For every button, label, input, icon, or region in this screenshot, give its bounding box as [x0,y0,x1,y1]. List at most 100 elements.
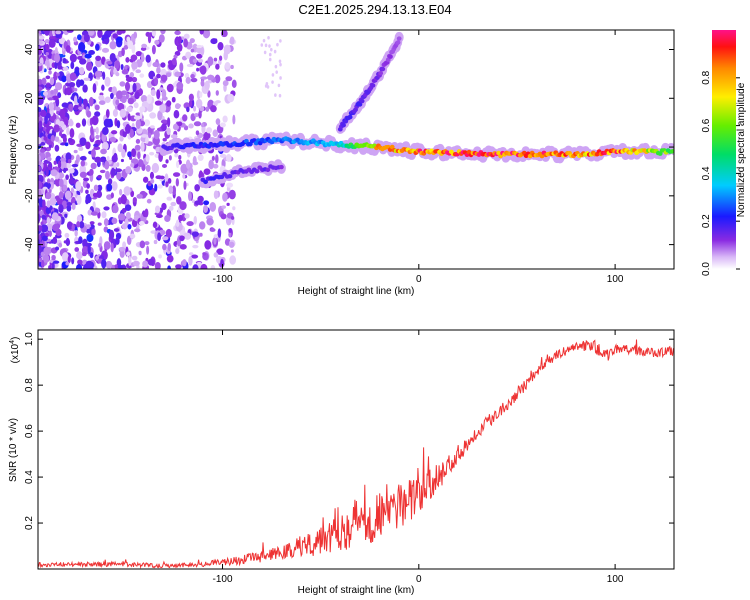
heatmap-cell [61,75,67,83]
heatmap-cell [115,90,123,100]
heatmap-cell [185,159,191,169]
heatmap-cell [210,228,216,232]
heatmap-cell [140,52,145,63]
heatmap-cell [130,190,135,198]
heatmap-cell [158,34,165,43]
heatmap-cell [161,163,168,168]
heatmap-cell [119,81,126,87]
spectrogram-y-tick-label: 20 [24,92,35,104]
heatmap-cell [213,57,218,62]
heatmap-cell [119,108,127,118]
heatmap-cell [224,61,231,70]
heatmap-cell [71,202,76,210]
heatmap-cell [221,205,226,209]
heatmap-cell [79,79,85,86]
heatmap-cell [370,83,376,88]
heatmap-cell [112,204,119,214]
heatmap-cell [78,236,83,244]
heatmap-cell [77,259,83,265]
heatmap-cell [194,184,200,192]
heatmap-cell [102,126,109,136]
heatmap-cell [257,140,263,146]
heatmap-cell [160,30,166,35]
heatmap-cell [182,173,186,179]
heatmap-cell [38,35,45,40]
heatmap-cell [68,168,75,174]
heatmap-cell [186,221,194,227]
heatmap-cell [158,87,164,91]
heatmap-cell [109,40,117,50]
heatmap-cell [39,148,46,153]
heatmap-cell [51,254,56,261]
heatmap-cell [175,264,182,269]
heatmap-cell [110,167,116,177]
snr-x-tick-label: 0 [416,574,422,585]
heatmap-cell [213,236,217,245]
heatmap-cell [50,169,58,177]
heatmap-cell [161,123,167,132]
heatmap-cell [131,255,138,261]
heatmap-cell [166,196,173,201]
heatmap-cell [183,33,190,40]
heatmap-cell [133,228,141,233]
heatmap-cell [212,163,219,169]
heatmap-cell [149,151,155,156]
heatmap-cell [186,63,194,68]
heatmap-cell [165,159,169,164]
heatmap-cell [228,228,232,233]
heatmap-cell [125,166,132,175]
heatmap-cell [202,252,207,256]
heatmap-cell [192,58,198,64]
heatmap-cell [82,238,88,248]
heatmap-cell [117,264,124,269]
heatmap-cell [65,237,70,247]
heatmap-cell [42,199,46,209]
spectrogram-x-label: Height of straight line (km) [298,286,415,297]
heatmap-cell [127,40,134,50]
colorbar: 0.0 0.2 0.4 0.6 0.8 Normalized spectral ampl… [701,30,747,276]
heatmap-cell [145,54,151,63]
heatmap-cell [55,106,61,112]
heatmap-cell [81,118,87,127]
heatmap-cell [226,182,234,188]
heatmap-cell [97,184,103,192]
heatmap-cell [78,96,82,107]
heatmap-cell [95,134,100,140]
heatmap-cell [66,204,72,212]
heatmap-cell [123,186,131,196]
heatmap-cell [142,260,149,268]
heatmap-cell [109,52,116,62]
heatmap-cell [66,30,74,33]
heatmap-cell [188,99,193,108]
heatmap-cell [121,47,125,57]
heatmap-cell [199,30,204,35]
heatmap-cell [172,123,180,131]
heatmap-cell [120,95,127,104]
heatmap-cell [185,76,191,84]
heatmap-cell [38,266,42,269]
heatmap-cell [199,91,203,98]
heatmap-cell [98,94,105,101]
heatmap-cell [215,90,219,96]
heatmap-cell [77,34,82,41]
heatmap-cell [279,62,282,67]
heatmap-cell [78,42,86,52]
heatmap-cell [162,243,167,251]
heatmap-cell [120,194,127,205]
heatmap-cell [77,106,84,110]
heatmap-cell [54,61,58,70]
snr-y-tick-label: 0.8 [24,378,35,392]
heatmap-cell [396,36,402,41]
heatmap-cell [196,67,200,72]
heatmap-cell [395,40,401,45]
heatmap-cell [139,109,143,119]
heatmap-cell [50,89,54,95]
heatmap-cell [46,216,51,224]
heatmap-cell [214,74,221,84]
heatmap-cell [120,158,124,163]
heatmap-cell [215,63,220,70]
heatmap-cell [131,61,138,70]
heatmap-cell [66,126,70,136]
heatmap-cell [40,221,44,226]
